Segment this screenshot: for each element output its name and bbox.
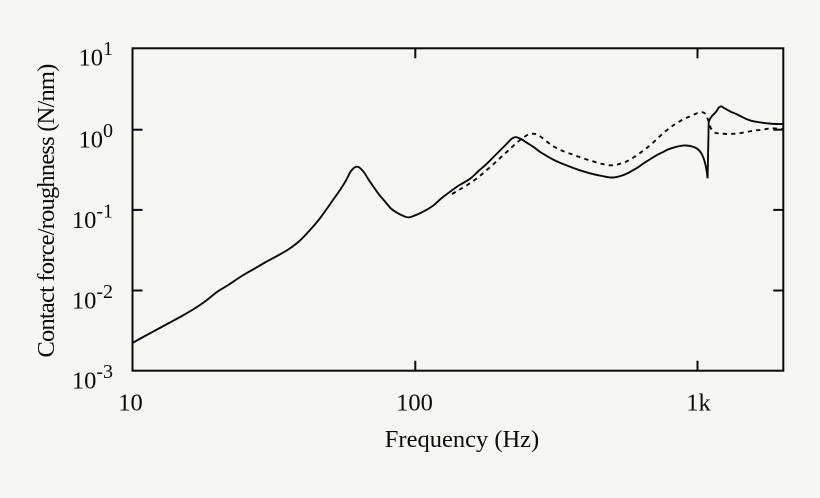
svg-text:10-2: 10-2 — [72, 281, 113, 315]
svg-text:1k: 1k — [686, 389, 711, 416]
svg-text:10: 10 — [118, 389, 143, 416]
svg-text:100: 100 — [396, 389, 433, 416]
svg-text:101: 101 — [79, 38, 114, 72]
svg-text:Contact force/roughness (N/nm): Contact force/roughness (N/nm) — [33, 64, 60, 358]
svg-text:Frequency (Hz): Frequency (Hz) — [385, 426, 539, 453]
